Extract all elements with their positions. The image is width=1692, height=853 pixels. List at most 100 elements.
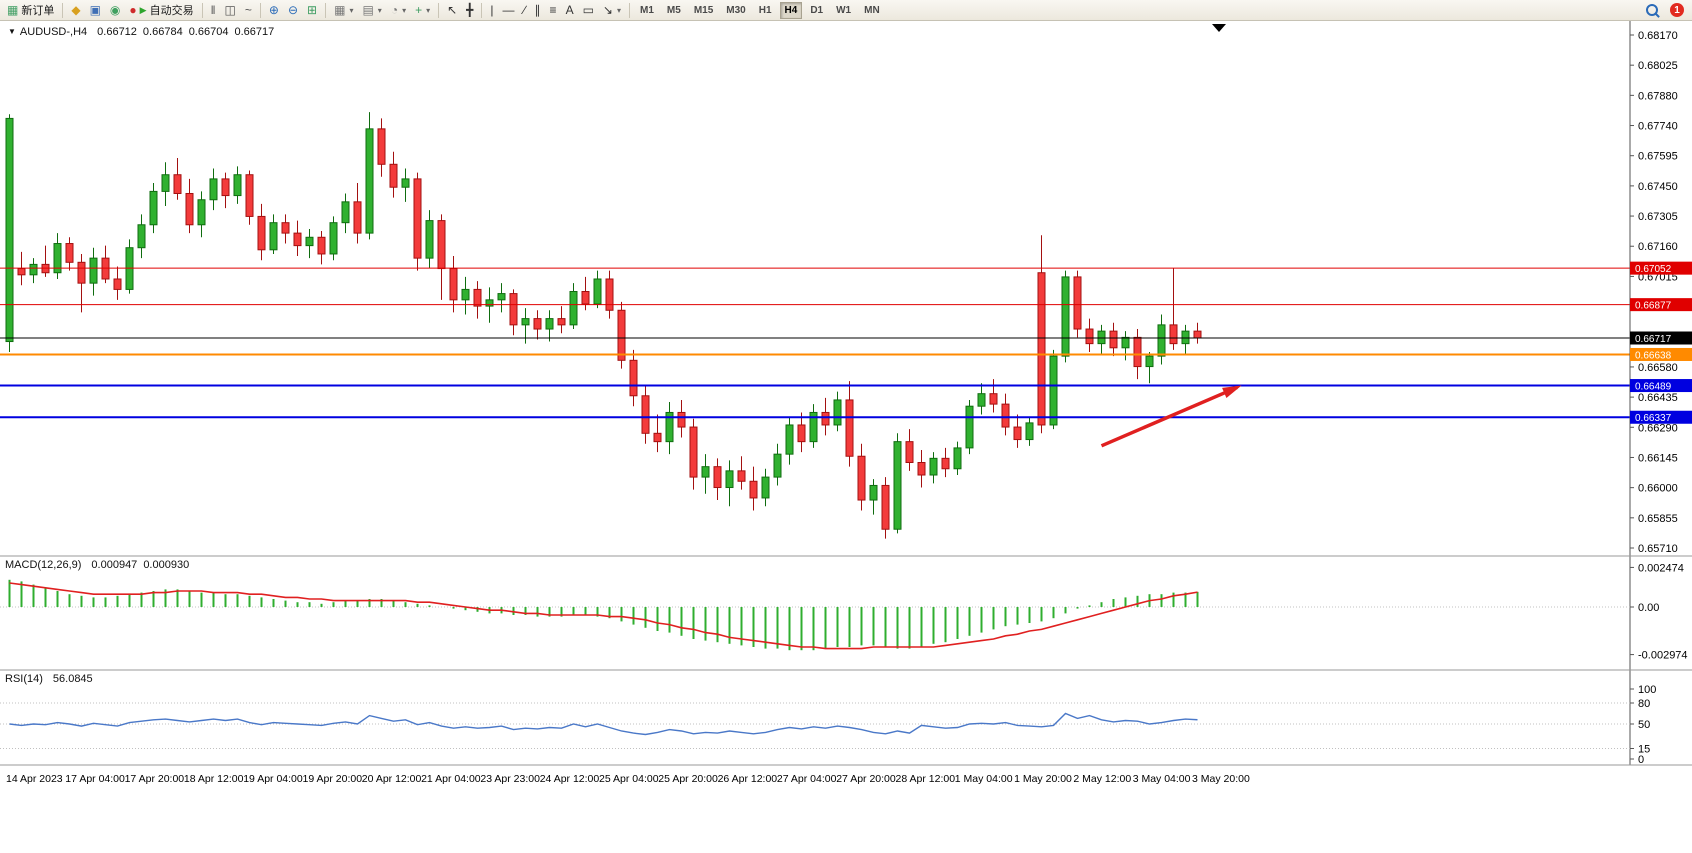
new-order-button-label: 新订单 bbox=[21, 5, 55, 17]
text-label-button[interactable]: ▭ bbox=[579, 0, 598, 20]
new-chart-button[interactable]: ▦ ▾ bbox=[330, 0, 357, 20]
line-chart-type-button[interactable]: ~ bbox=[241, 0, 256, 20]
time-axis-label: 26 Apr 12:00 bbox=[718, 773, 778, 785]
crosshair-button[interactable]: ╋ bbox=[462, 0, 477, 20]
horizontal-line-button[interactable]: — bbox=[499, 0, 519, 20]
macd-axis-label: -0.002974 bbox=[1638, 650, 1688, 662]
toolbar-separator bbox=[62, 2, 64, 18]
text-button[interactable]: A bbox=[562, 0, 578, 20]
timeframe-d1-button[interactable]: D1 bbox=[810, 4, 824, 16]
candle bbox=[1013, 426, 1022, 441]
candle bbox=[173, 174, 182, 194]
candle bbox=[209, 178, 218, 201]
candle bbox=[1001, 403, 1010, 428]
label-icon: ▭ bbox=[582, 3, 594, 17]
candle bbox=[581, 291, 590, 305]
candle bbox=[737, 470, 746, 482]
bar-chart-type-button[interactable]: ‖ bbox=[207, 0, 220, 20]
time-axis[interactable]: 14 Apr 2023 17 Apr 04:00 17 Apr 20:00 18 Ap… bbox=[0, 764, 1692, 785]
resistance-line-1-tag bbox=[1630, 261, 1692, 275]
time-axis-label: 25 Apr 04:00 bbox=[599, 773, 659, 785]
candle bbox=[317, 236, 326, 255]
chart-canvas[interactable]: 0.68170 0.68025 0.67880 0.67740 0.67595 0.674… bbox=[0, 21, 1692, 853]
timeframe-m5-button[interactable]: M5 bbox=[666, 4, 681, 16]
cursor-button[interactable]: ↖ bbox=[443, 0, 461, 20]
periods-button[interactable]: ◔ ▾ bbox=[387, 0, 410, 20]
metaeditor-button[interactable]: ◆ bbox=[67, 0, 84, 20]
channel-button[interactable]: ∥ bbox=[531, 0, 545, 20]
zoom-in-button[interactable]: ⊕ bbox=[265, 0, 283, 20]
rsi-axis-label: 80 bbox=[1638, 698, 1650, 710]
candle bbox=[461, 288, 470, 301]
candle bbox=[1061, 276, 1070, 357]
candle bbox=[473, 288, 482, 307]
candlestick-icon: ◫ bbox=[224, 3, 236, 17]
time-axis-label: 21 Apr 04:00 bbox=[421, 773, 481, 785]
arrow-tools-button[interactable]: ↘ ▾ bbox=[599, 0, 625, 20]
trend-arrow[interactable] bbox=[1100, 385, 1242, 448]
timeframe-m30-button[interactable]: M30 bbox=[726, 4, 746, 16]
candle bbox=[533, 318, 542, 330]
cursor-icon: ↖ bbox=[447, 3, 458, 17]
time-axis-label: 27 Apr 20:00 bbox=[836, 773, 896, 785]
time-axis-label: 2 May 12:00 bbox=[1073, 773, 1131, 785]
candle bbox=[833, 399, 842, 426]
timeframe-m15-button[interactable]: M15 bbox=[693, 4, 714, 16]
rsi-axis-label: 100 bbox=[1638, 684, 1656, 696]
candle bbox=[1025, 422, 1034, 441]
dropdown-arrow-icon: ▾ bbox=[402, 5, 407, 15]
toolbar-separator bbox=[629, 2, 630, 18]
auto-trading-button[interactable]: ● ▶ 自动交易 bbox=[125, 0, 197, 20]
candle bbox=[785, 424, 794, 455]
tester-icon: ◉ bbox=[109, 3, 121, 17]
chart-shift-marker-icon[interactable] bbox=[1212, 24, 1226, 32]
candle bbox=[977, 393, 986, 407]
vertical-line-button[interactable]: | bbox=[486, 0, 497, 20]
notification-badge[interactable]: 1 bbox=[1670, 3, 1684, 17]
profiles-menu-button[interactable]: ▤ ▾ bbox=[358, 0, 385, 20]
candle bbox=[401, 178, 410, 188]
price-tag-label: 0.66337 bbox=[1635, 413, 1672, 424]
macd-panel: 0.002474 0.00 -0.002974 bbox=[0, 555, 1692, 662]
candle bbox=[53, 243, 62, 274]
toolbar-separator bbox=[259, 2, 261, 18]
price-tag-label: 0.66489 bbox=[1635, 382, 1672, 393]
toolbar: ▦ 新订单 ◆ ▣ ◉ ● ▶ 自动交易 ‖ ◫ ~ ⊕ ⊖ ⊞ ▦ ▾ ▤ ▾ ◔ ▾ + ▾ ↖ ╋ | — ∕ ∥ ≡ A ▭ ↘ ▾ M1… bbox=[0, 0, 1692, 21]
new-order-button[interactable]: ▦ 新订单 bbox=[3, 0, 58, 20]
candle bbox=[653, 432, 662, 443]
tile-windows-button[interactable]: ⊞ bbox=[303, 0, 321, 20]
search-icon bbox=[1646, 4, 1658, 16]
strategy-tester-button[interactable]: ◉ bbox=[106, 0, 124, 20]
time-axis-label: 19 Apr 04:00 bbox=[243, 773, 303, 785]
timeframe-h1-button[interactable]: H1 bbox=[758, 4, 772, 16]
zoom-out-icon: ⊖ bbox=[287, 3, 299, 17]
channel-icon: ∥ bbox=[534, 3, 541, 17]
time-axis-label: 27 Apr 04:00 bbox=[777, 773, 837, 785]
candlestick-type-button[interactable]: ◫ bbox=[221, 0, 240, 20]
search-button[interactable] bbox=[1642, 0, 1662, 20]
timeframe-mn-button[interactable]: MN bbox=[864, 4, 880, 16]
candle bbox=[809, 411, 818, 443]
trendline-button[interactable]: ∕ bbox=[520, 0, 530, 20]
timeframe-h4-button[interactable]: H4 bbox=[779, 1, 803, 19]
crosshair-icon: ╋ bbox=[466, 3, 474, 17]
text-icon: A bbox=[565, 3, 574, 17]
timeframe-m1-button[interactable]: M1 bbox=[640, 4, 654, 16]
price-axis-label: 0.66000 bbox=[1638, 483, 1678, 495]
candle bbox=[425, 220, 434, 259]
bid-price-line-tag bbox=[1630, 331, 1692, 345]
price-axis-label: 0.67305 bbox=[1638, 211, 1678, 223]
candle bbox=[1121, 336, 1130, 349]
fibonacci-button[interactable]: ≡ bbox=[546, 0, 561, 20]
arrow-tools-icon: ↘ bbox=[602, 3, 613, 17]
zoom-out-button[interactable]: ⊖ bbox=[284, 0, 302, 20]
profiles-window-button[interactable]: ▣ bbox=[86, 0, 105, 20]
candle bbox=[629, 359, 638, 397]
new-chart-icon: ▦ bbox=[334, 3, 346, 17]
indicators-button[interactable]: + ▾ bbox=[411, 0, 434, 20]
chart-window[interactable]: 0.68170 0.68025 0.67880 0.67740 0.67595 0.674… bbox=[0, 21, 1692, 853]
time-axis-label: 17 Apr 04:00 bbox=[65, 773, 125, 785]
candle bbox=[329, 222, 338, 255]
timeframe-w1-button[interactable]: W1 bbox=[836, 4, 852, 16]
candle bbox=[1181, 330, 1190, 345]
